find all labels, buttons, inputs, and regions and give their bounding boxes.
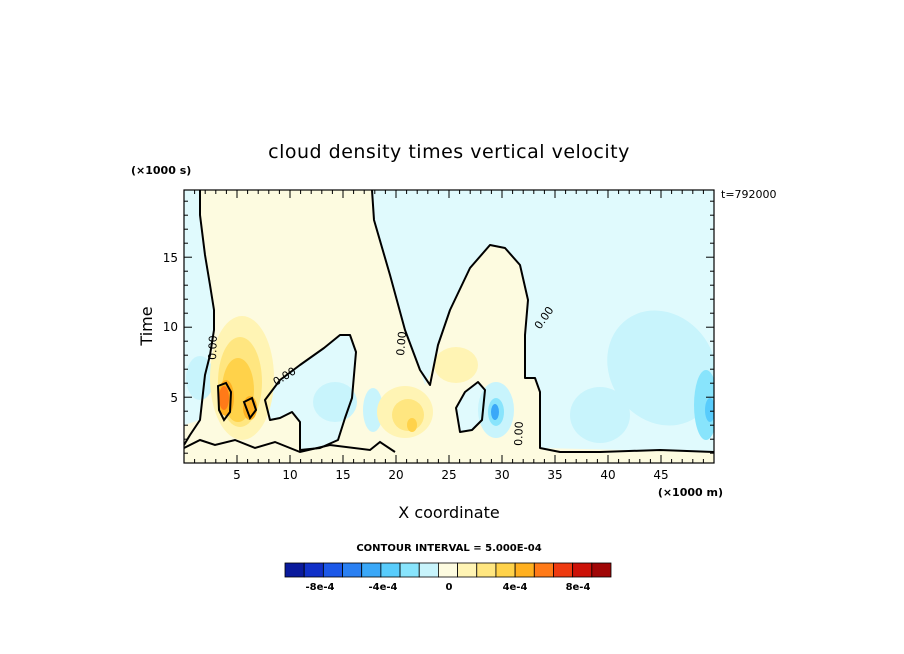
colorbar-swatch — [514, 562, 535, 578]
colorbar-swatch — [418, 562, 439, 578]
colorbar-swatch — [438, 562, 458, 578]
colorbar-tick-label: 0 — [446, 582, 453, 593]
colorbar-swatch — [591, 562, 612, 578]
y-tick-label: 10 — [163, 320, 178, 334]
x-unit-label: (×1000 m) — [658, 486, 723, 499]
x-tick-label: 40 — [600, 468, 615, 482]
cyan-blob — [705, 398, 714, 422]
x-tick-label: 15 — [335, 468, 350, 482]
colorbar-swatch — [476, 562, 497, 578]
time-stamp: t=792000 — [721, 188, 777, 201]
cyan-blob — [694, 370, 714, 440]
x-tick-label: 25 — [441, 468, 456, 482]
positive-contour — [242, 396, 258, 421]
colorbar-tick-label: 4e-4 — [503, 582, 528, 593]
x-tick-label: 20 — [388, 468, 403, 482]
x-tick-label: 30 — [494, 468, 509, 482]
positive-blob — [434, 347, 478, 383]
cyan-blob — [491, 404, 499, 420]
colorbar-swatch — [533, 562, 554, 578]
cyan-blob — [363, 388, 383, 432]
colorbar-swatch — [399, 562, 420, 578]
colorbar-tick-label: -8e-4 — [306, 582, 335, 593]
x-tick-label: 10 — [282, 468, 297, 482]
colorbar-swatch — [572, 562, 593, 578]
colorbar-swatch — [284, 562, 305, 578]
zero-contour — [184, 438, 396, 454]
x-axis-label: X coordinate — [398, 503, 499, 522]
zero-contour — [184, 190, 215, 446]
x-tick-label: 5 — [233, 468, 241, 482]
colorbar-tick-label: 8e-4 — [566, 582, 591, 593]
colorbar-tick-label: -4e-4 — [369, 582, 398, 593]
y-unit-label: (×1000 s) — [131, 164, 191, 177]
chart-title: cloud density times vertical velocity — [268, 141, 630, 163]
contour-label: 0.00 — [512, 421, 526, 446]
contour-label: 0.00 — [394, 331, 409, 357]
colorbar-swatch — [380, 562, 401, 578]
zero-contour — [371, 190, 714, 453]
cyan-blob — [313, 382, 357, 422]
negative-region — [184, 190, 714, 452]
colorbar-swatch — [457, 562, 478, 578]
y-tick-label: 15 — [163, 251, 178, 265]
colorbar-swatch — [322, 562, 343, 578]
y-axis-label: Time — [137, 306, 156, 346]
positive-blob — [407, 418, 417, 432]
contour-label: 0.00 — [206, 335, 220, 360]
cyan-blob — [570, 387, 630, 443]
positive-contour — [216, 381, 233, 422]
colorbar — [284, 562, 612, 578]
colorbar-swatch — [361, 562, 382, 578]
axis-ticks — [184, 190, 714, 463]
contour-interval-text: CONTOUR INTERVAL = 5.000E-04 — [356, 543, 541, 554]
cyan-blob — [186, 356, 214, 400]
y-tick-label: 5 — [170, 391, 178, 405]
x-tick-label: 45 — [653, 468, 668, 482]
colorbar-swatch — [342, 562, 363, 578]
plot-field — [184, 190, 714, 454]
positive-blob — [219, 386, 229, 410]
x-tick-label: 35 — [547, 468, 562, 482]
colorbar-swatch — [553, 562, 574, 578]
zero-contour — [264, 334, 357, 451]
cyan-blob — [607, 310, 714, 426]
colorbar-swatch — [495, 562, 516, 578]
colorbar-swatch — [303, 562, 324, 578]
zero-contour — [455, 381, 486, 433]
